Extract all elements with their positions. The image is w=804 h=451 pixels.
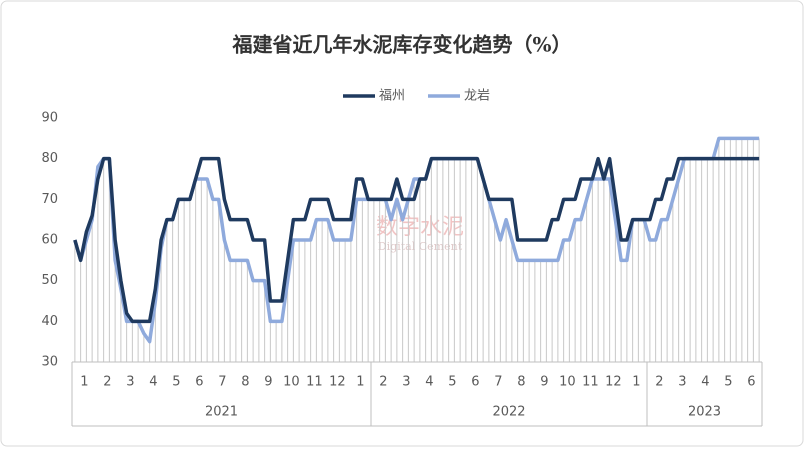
legend-label: 福州 — [379, 89, 405, 104]
x-tick-label: 6 — [747, 375, 755, 390]
x-tick-label: 2 — [379, 375, 387, 390]
series-line — [73, 156, 760, 324]
x-tick-label: 4 — [149, 375, 157, 390]
x-tick-label: 8 — [241, 375, 249, 390]
x-tick-label: 4 — [425, 375, 433, 390]
x-tick-label: 12 — [329, 375, 346, 390]
x-tick-label: 2 — [655, 375, 663, 390]
x-tick-label: 5 — [724, 375, 732, 390]
y-tick-label: 40 — [41, 314, 58, 329]
x-tick-label: 12 — [605, 375, 622, 390]
x-tick-label: 6 — [195, 375, 203, 390]
x-tick-label: 5 — [448, 375, 456, 390]
y-tick-label: 50 — [41, 273, 58, 288]
x-tick-label: 1 — [632, 375, 640, 390]
x-tick-label: 4 — [701, 375, 709, 390]
x-tick-label: 3 — [678, 375, 686, 390]
y-tick-label: 60 — [41, 233, 58, 248]
x-tick-label: 7 — [494, 375, 502, 390]
x-tick-label: 3 — [402, 375, 410, 390]
y-tick-label: 80 — [41, 151, 58, 166]
x-tick-label: 2 — [103, 375, 111, 390]
x-tick-label: 6 — [471, 375, 479, 390]
group-label: 2022 — [492, 405, 525, 420]
x-tick-label: 3 — [126, 375, 134, 390]
chart-title: 福建省近几年水泥库存变化趋势（%） — [231, 33, 571, 57]
x-tick-label: 8 — [517, 375, 525, 390]
x-tick-label: 1 — [356, 375, 364, 390]
x-tick-label: 11 — [582, 375, 599, 390]
x-tick-label: 11 — [306, 375, 323, 390]
x-tick-label: 7 — [218, 375, 226, 390]
x-tick-label: 10 — [559, 375, 576, 390]
legend-label: 龙岩 — [464, 89, 490, 104]
x-tick-label: 10 — [283, 375, 300, 390]
x-tick-label: 1 — [80, 375, 88, 390]
x-tick-label: 9 — [264, 375, 272, 390]
group-label: 2021 — [205, 405, 238, 420]
y-tick-label: 90 — [41, 111, 58, 126]
x-tick-label: 9 — [540, 375, 548, 390]
y-tick-label: 70 — [41, 192, 58, 207]
y-tick-label: 30 — [41, 355, 58, 370]
x-tick-label: 5 — [172, 375, 180, 390]
group-label: 2023 — [688, 405, 721, 420]
